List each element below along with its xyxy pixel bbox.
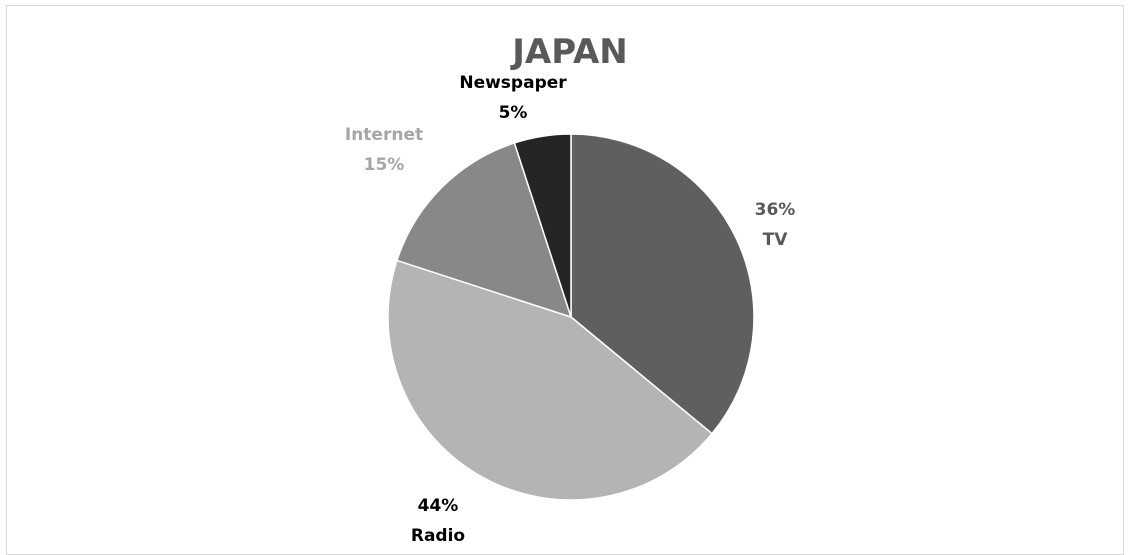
slice-label-internet: Internet 15%	[345, 125, 423, 175]
slice-percent-label: 5%	[499, 103, 528, 123]
slice-percent-label: 44%	[418, 496, 459, 516]
slice-name-label: Internet	[345, 125, 423, 145]
slice-name-label: TV	[763, 230, 789, 250]
slice-percent-label: 15%	[364, 155, 405, 175]
pie-slice-radio	[387, 259, 714, 501]
pie-slices	[387, 133, 755, 501]
pie-slice-internet	[396, 142, 573, 319]
slice-percent-label: 36%	[755, 200, 796, 220]
slice-name-label: Radio	[411, 526, 465, 546]
chart-title: JAPAN	[510, 32, 628, 72]
slice-label-radio: 44% Radio	[411, 496, 465, 546]
slice-label-newspaper: Newspaper 5%	[459, 73, 567, 123]
slice-label-tv: 36% TV	[755, 200, 796, 250]
slice-labels: 36% TV 44% Radio Internet 15% Newspaper 5%	[345, 73, 795, 546]
slice-name-label: Newspaper	[459, 73, 567, 93]
pie-slice-newspaper	[513, 133, 572, 318]
pie-slice-tv	[570, 133, 755, 435]
